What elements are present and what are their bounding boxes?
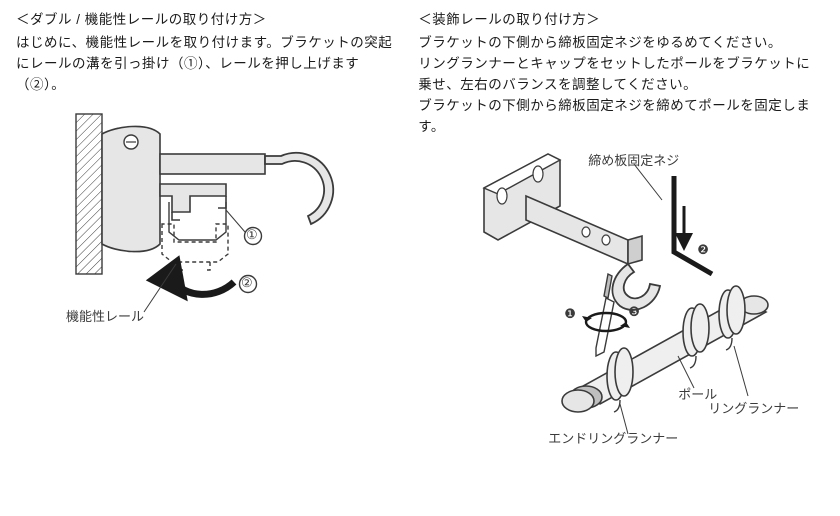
figure-functional-rail: ① ② 機能性レール — [76, 114, 366, 324]
right-column: ＜装飾レールの取り付け方＞ ブラケットの下側から締板固定ネジをゆるめてください。… — [418, 10, 824, 506]
figure-decorative-rail: 締め板固定ネジ ❶ ❷ ❸ ポール リングランナー エンドリングランナー — [478, 146, 808, 446]
right-body-2: リングランナーとキャップをセットしたポールをブラケットに乗せ、左右のバランスを調… — [418, 54, 824, 96]
label-end-ring-runner: エンドリングランナー — [548, 428, 678, 447]
step-1-label: ① — [246, 227, 258, 243]
step-2-marker: ❷ — [697, 242, 709, 258]
step-1-marker: ❶ — [564, 306, 576, 322]
label-fixing-screw: 締め板固定ネジ — [588, 150, 679, 169]
step-3-marker: ❸ — [628, 304, 640, 320]
right-body-1: ブラケットの下側から締板固定ネジをゆるめてください。 — [418, 33, 824, 54]
left-column: ＜ダブル / 機能性レールの取り付け方＞ はじめに、機能性レールを取り付けます。… — [16, 10, 418, 506]
left-body: はじめに、機能性レールを取り付けます。ブラケットの突起にレールの溝を引っ掛け（①… — [16, 33, 398, 96]
step-2-label: ② — [241, 275, 253, 291]
label-ring-runner: リングランナー — [708, 398, 799, 417]
instruction-page: ＜ダブル / 機能性レールの取り付け方＞ はじめに、機能性レールを取り付けます。… — [0, 0, 840, 516]
functional-rail-caption: 機能性レール — [66, 306, 144, 325]
functional-rail-diagram — [76, 114, 366, 324]
right-body-3: ブラケットの下側から締板固定ネジを締めてポールを固定します。 — [418, 96, 824, 138]
right-heading: ＜装飾レールの取り付け方＞ — [418, 10, 824, 31]
left-heading: ＜ダブル / 機能性レールの取り付け方＞ — [16, 10, 398, 31]
